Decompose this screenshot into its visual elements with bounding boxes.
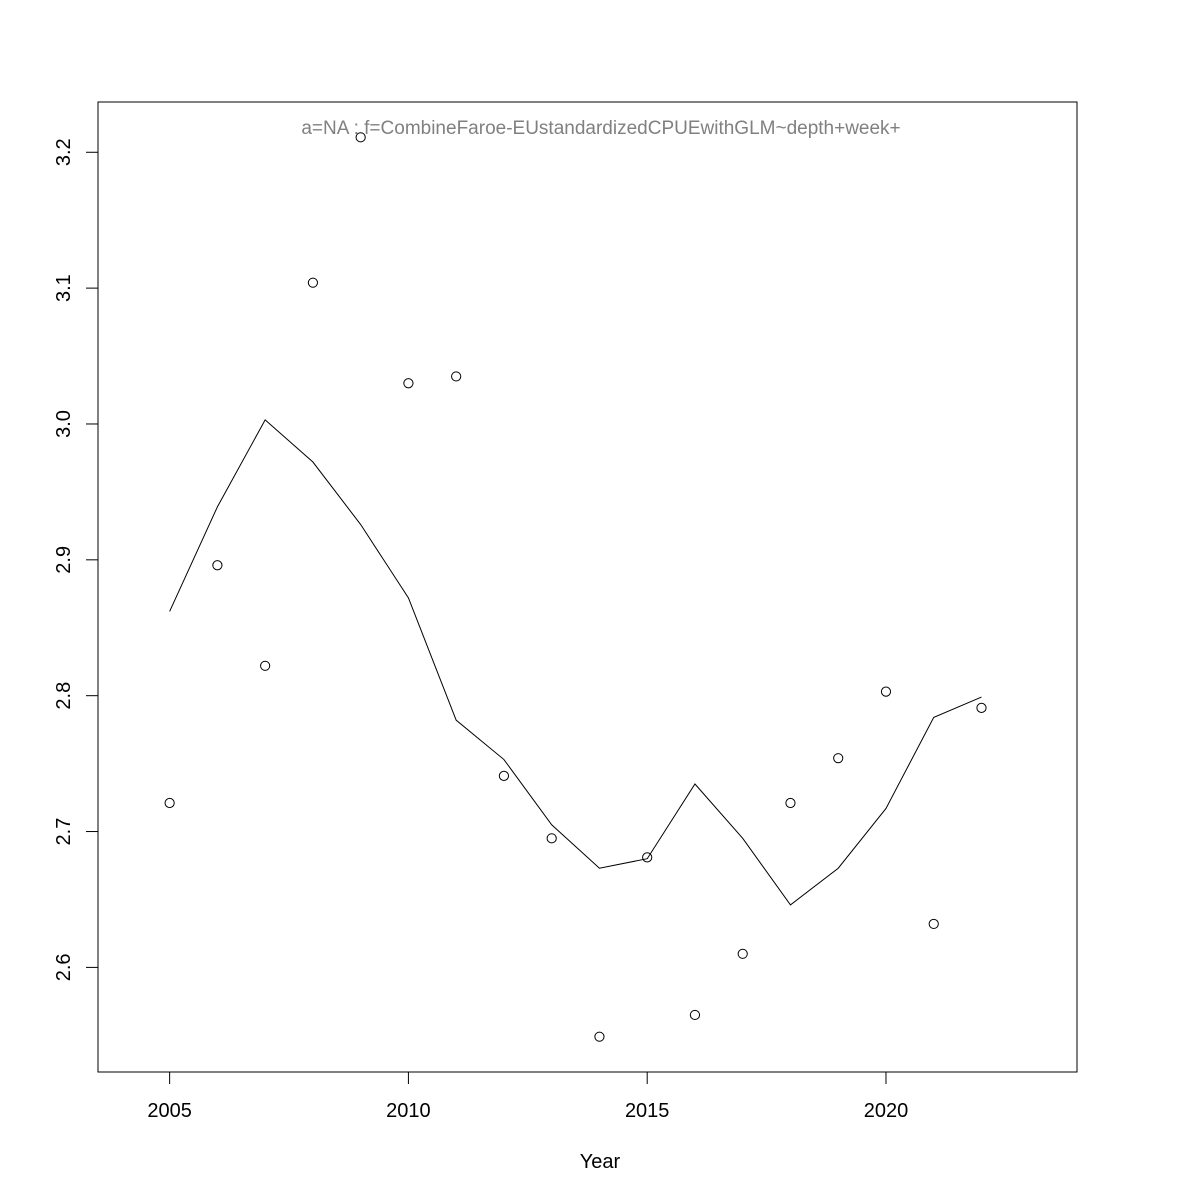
data-point bbox=[164, 797, 175, 809]
plot-annotation: a=NA : f=CombineFaroe-EUstandardizedCPUE… bbox=[301, 118, 900, 139]
fitted-line bbox=[169, 419, 982, 906]
y-tick-label: 2.9 bbox=[53, 546, 75, 574]
data-point bbox=[689, 1009, 701, 1021]
x-tick-label: 2005 bbox=[147, 1100, 192, 1122]
data-point bbox=[642, 852, 653, 863]
data-point bbox=[880, 686, 892, 697]
x-tick-label: 2020 bbox=[864, 1100, 909, 1122]
fitted-line-series bbox=[169, 419, 982, 906]
data-point bbox=[451, 371, 462, 382]
y-tick-label: 3.2 bbox=[53, 138, 75, 166]
y-tick-label: 3.1 bbox=[53, 274, 75, 302]
x-axis-title: Year bbox=[580, 1151, 621, 1173]
x-axis: 2005 2010 2015 2020 bbox=[147, 1071, 909, 1122]
y-tick-label: 2.8 bbox=[53, 682, 75, 710]
x-tick-label: 2010 bbox=[386, 1100, 431, 1122]
data-point bbox=[260, 660, 271, 671]
y-tick-label: 2.6 bbox=[53, 953, 75, 981]
data-point bbox=[737, 948, 748, 959]
data-point bbox=[212, 560, 223, 571]
y-tick-label: 2.7 bbox=[53, 818, 75, 846]
x-tick-label: 2015 bbox=[625, 1100, 670, 1122]
data-point bbox=[403, 378, 414, 389]
data-point bbox=[498, 770, 510, 781]
y-axis: 2.6 2.7 2.8 2.9 3.0 3.1 3.2 bbox=[53, 138, 99, 981]
y-tick-label: 3.0 bbox=[53, 410, 75, 438]
data-point bbox=[594, 1031, 605, 1042]
observed-points-series bbox=[164, 132, 987, 1042]
data-point bbox=[833, 753, 844, 764]
data-point bbox=[785, 797, 796, 809]
data-point bbox=[546, 833, 557, 844]
data-point bbox=[976, 702, 987, 714]
data-point bbox=[928, 918, 939, 930]
data-point bbox=[355, 132, 366, 143]
data-point bbox=[307, 277, 319, 288]
